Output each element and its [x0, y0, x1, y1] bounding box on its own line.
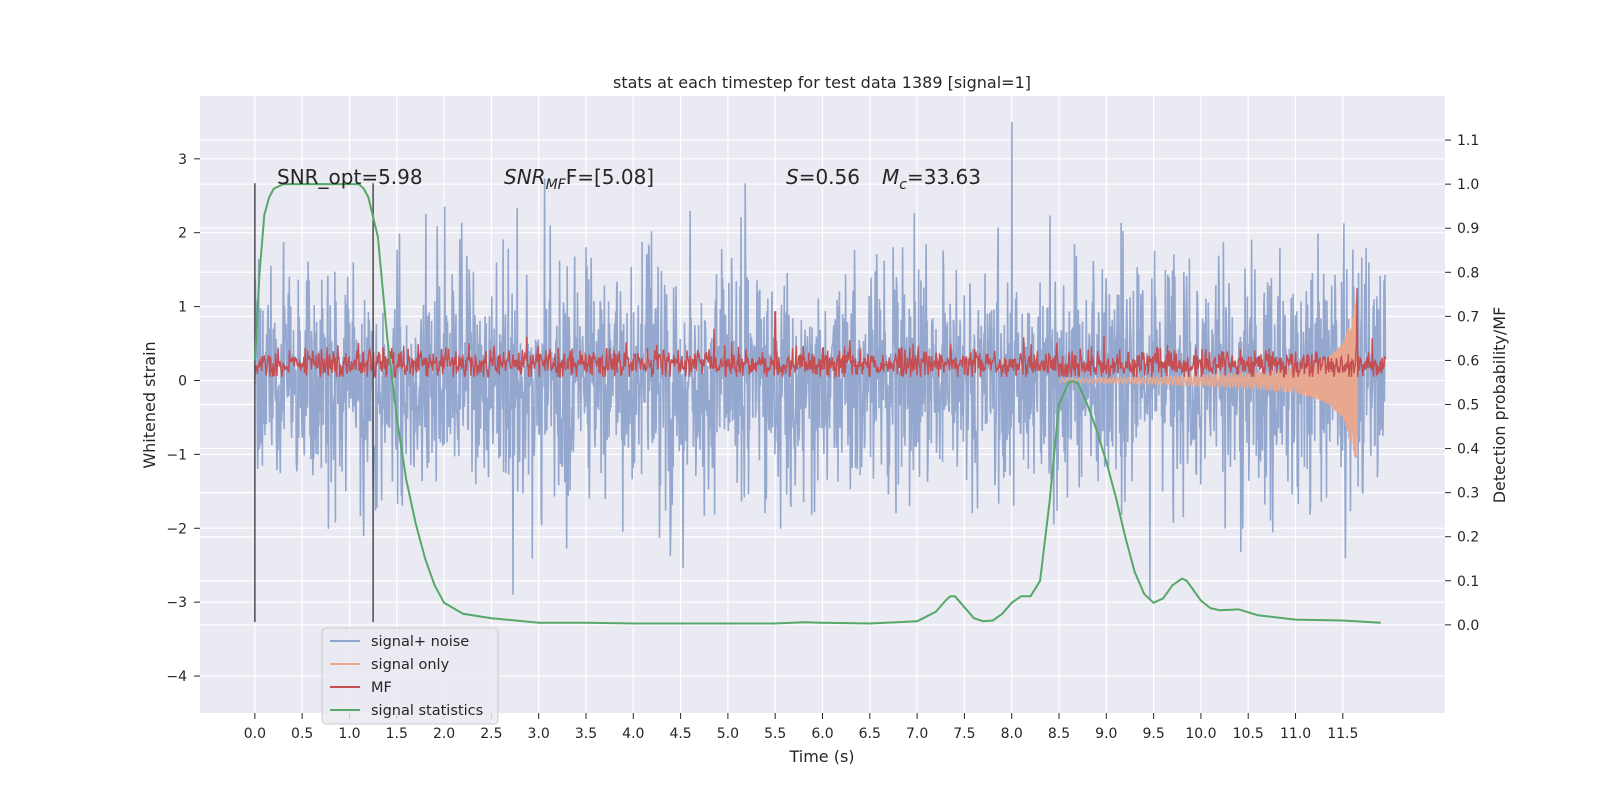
- chart-title: stats at each timestep for test data 138…: [613, 73, 1031, 92]
- mf-line: [254, 288, 1387, 379]
- tick-marks: 0.0 0.5 1.0 1.5 2.0 2.5 3.0 3.5 4.0 4.5 5.0 5.5 6.0 6…: [166, 133, 1479, 742]
- y-tick-label-right: 0.6: [1457, 353, 1479, 369]
- y-tick-label-right: 0.4: [1457, 442, 1479, 458]
- y-axis-label-right: Detection probability/MF: [1490, 307, 1509, 504]
- signal-statistics-line: [253, 183, 1381, 625]
- x-tick-label: 7.0: [906, 726, 928, 742]
- x-tick-label: 5.0: [717, 726, 739, 742]
- y-tick-label-right: 0.3: [1457, 486, 1479, 502]
- x-tick-label: 2.5: [480, 726, 502, 742]
- x-tick-label: 1.0: [338, 726, 360, 742]
- y-tick-label-right: 0.7: [1457, 309, 1479, 325]
- annotation-s-value: =0.56: [799, 165, 860, 189]
- y-tick-label-left: −2: [166, 521, 187, 537]
- x-tick-label: 6.0: [811, 726, 833, 742]
- annotation-snr-mf-main: SNR: [504, 165, 546, 189]
- series-signal-only: [1058, 293, 1358, 457]
- series-mf: [254, 288, 1387, 379]
- vertical-markers: [254, 183, 374, 623]
- y-tick-label-left: −4: [166, 669, 187, 685]
- series-signal-noise: [254, 121, 1387, 600]
- annotation-s-symbol: S: [786, 165, 799, 189]
- y-tick-label-right: 0.8: [1457, 265, 1479, 281]
- y-tick-label-right: 1.0: [1457, 177, 1479, 193]
- x-tick-label: 0.5: [291, 726, 313, 742]
- y-tick-label-left: −3: [166, 595, 187, 611]
- y-tick-label-left: 0: [178, 373, 187, 389]
- signal-only-line: [1058, 293, 1358, 457]
- x-tick-label: 7.5: [953, 726, 975, 742]
- series-signal-statistics: [253, 183, 1381, 625]
- x-tick-label: 8.0: [1001, 726, 1023, 742]
- legend-frame: [321, 627, 499, 725]
- x-axis-label: Time (s): [788, 747, 854, 766]
- y-axis-label-left: Whitened strain: [140, 341, 159, 468]
- annotation-s: S=0.56: [786, 165, 860, 189]
- annotation-snr-mf-value: F=[5.08]: [566, 165, 654, 189]
- annotation-snr-mf-sub: MF: [546, 177, 567, 193]
- x-tick-label: 11.5: [1327, 726, 1358, 742]
- legend-label-signal-statistics: signal statistics: [371, 703, 483, 719]
- x-tick-label: 9.5: [1142, 726, 1164, 742]
- signal-noise-line: [254, 121, 1387, 600]
- y-tick-label-left: 3: [178, 152, 187, 168]
- x-tick-label: 3.0: [528, 726, 550, 742]
- annotation-snr-opt: SNR_opt=5.98: [277, 165, 423, 189]
- x-tick-label: 5.5: [764, 726, 786, 742]
- legend-label-mf: MF: [371, 680, 392, 696]
- y-tick-label-left: 1: [178, 300, 187, 316]
- y-tick-label-right: 1.1: [1457, 133, 1479, 149]
- x-tick-label: 2.0: [433, 726, 455, 742]
- y-tick-label-right: 0.9: [1457, 221, 1479, 237]
- x-tick-label: 11.0: [1280, 726, 1311, 742]
- x-tick-label: 10.0: [1185, 726, 1216, 742]
- annotation-mc: Mc=33.63: [882, 165, 981, 193]
- y-tick-label-right: 0.1: [1457, 574, 1479, 590]
- x-tick-label: 4.5: [669, 726, 691, 742]
- x-tick-label: 4.0: [622, 726, 644, 742]
- x-tick-label: 3.5: [575, 726, 597, 742]
- x-tick-label: 6.5: [859, 726, 881, 742]
- annotation-mc-sub: c: [899, 177, 907, 193]
- legend-label-signal-only: signal only: [371, 657, 450, 673]
- x-tick-label: 0.0: [244, 726, 266, 742]
- y-tick-label-left: −1: [166, 447, 187, 463]
- legend: signal+ noise signal only MF signal stat…: [321, 627, 499, 725]
- x-tick-label: 8.5: [1048, 726, 1070, 742]
- legend-label-signal-noise: signal+ noise: [371, 634, 469, 650]
- y-tick-label-left: 2: [178, 226, 187, 242]
- y-tick-label-right: 0.5: [1457, 398, 1479, 414]
- annotation-mc-symbol: M: [882, 165, 899, 189]
- annotation-snr-mf: SNRMFF=[5.08]: [504, 165, 654, 193]
- y-tick-label-right: 0.0: [1457, 618, 1479, 634]
- annotation-mc-value: =33.63: [907, 165, 981, 189]
- x-tick-label: 1.5: [386, 726, 408, 742]
- x-tick-label: 9.0: [1095, 726, 1117, 742]
- y-tick-label-right: 0.2: [1457, 530, 1479, 546]
- x-tick-label: 10.5: [1233, 726, 1264, 742]
